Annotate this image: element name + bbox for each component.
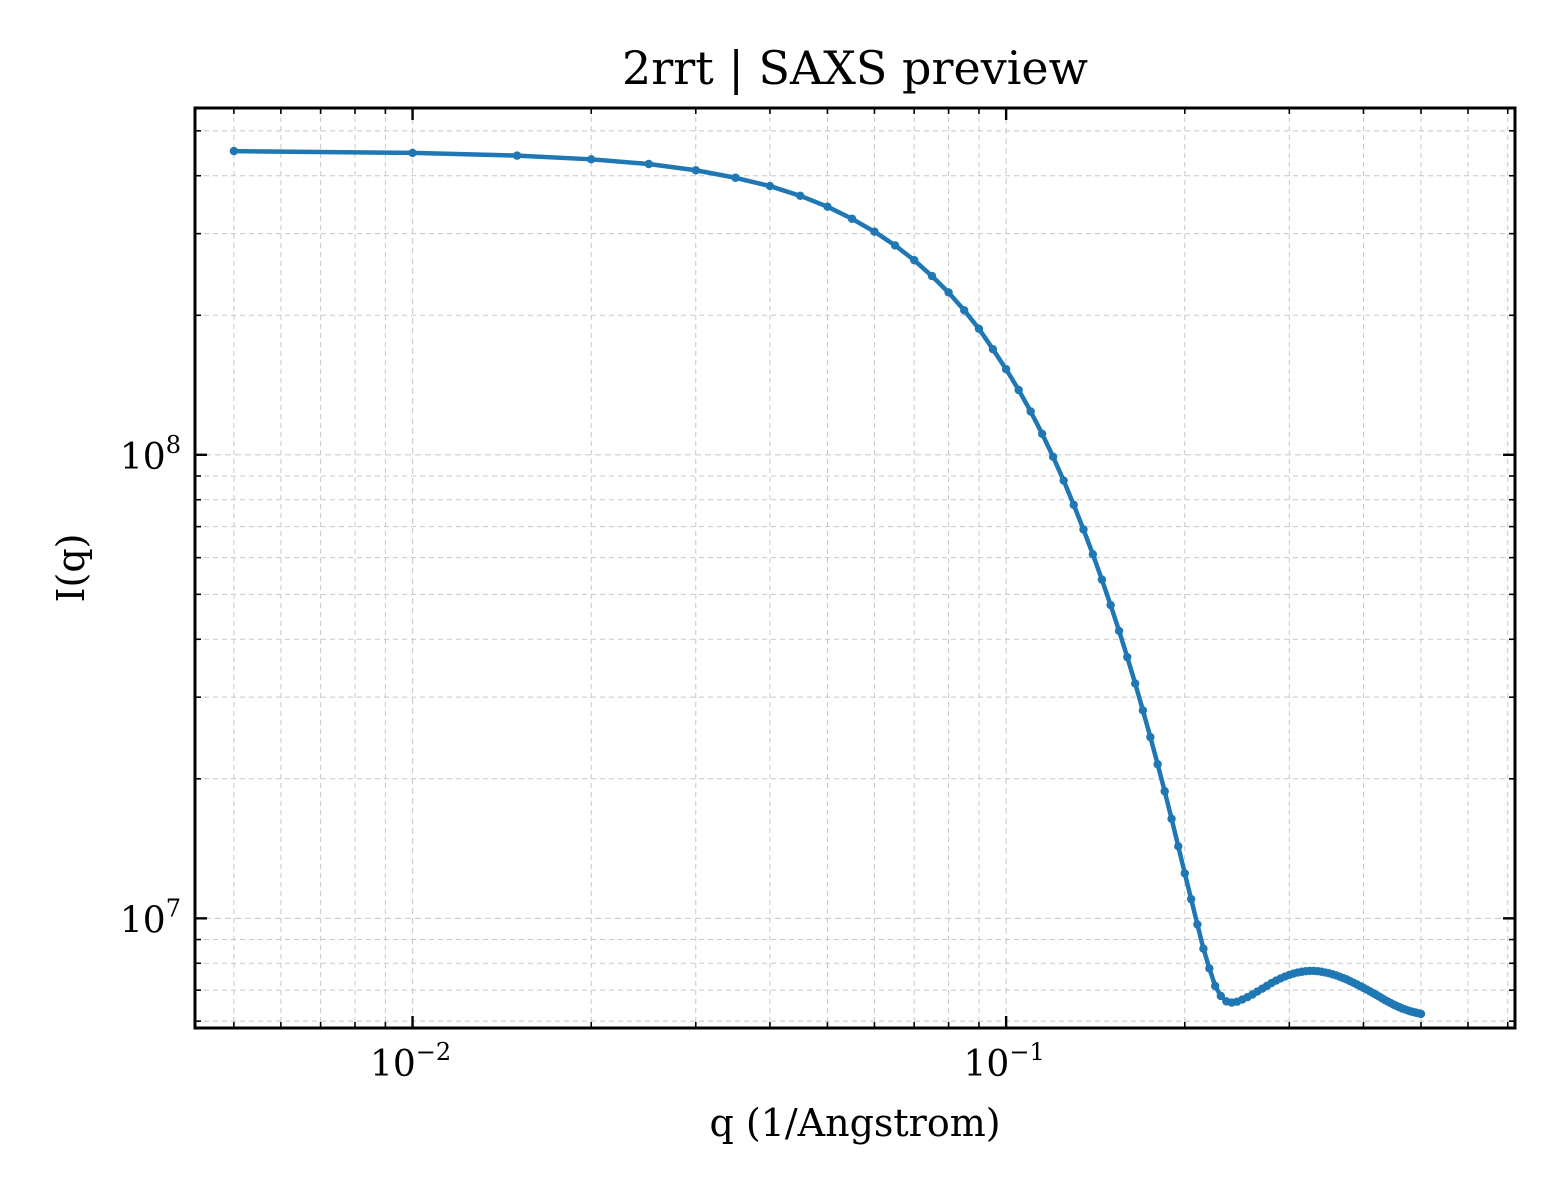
data-point [1186, 894, 1196, 904]
data-point [1216, 991, 1226, 1001]
data-point [229, 146, 239, 156]
data-point [988, 344, 998, 354]
data-point [1160, 787, 1169, 796]
data-point [1059, 476, 1068, 485]
data-point [1037, 429, 1047, 439]
data-point [870, 227, 879, 236]
data-point [408, 148, 417, 158]
data-point [1146, 732, 1155, 742]
data-point [691, 166, 700, 175]
data-point [909, 255, 919, 265]
y-tick-exponent: 8 [166, 431, 181, 459]
data-point [1180, 869, 1190, 878]
y-tick-base: 10 [120, 437, 166, 478]
data-point [1210, 981, 1220, 991]
data-point [1205, 964, 1214, 973]
data-point [765, 181, 775, 191]
x-tick-exponent: −1 [1009, 1038, 1044, 1066]
data-point [890, 241, 900, 250]
plot-frame [193, 106, 1517, 1030]
chart-title: 2rrt | SAXS preview [622, 41, 1088, 95]
data-point [644, 159, 653, 169]
data-point [1079, 525, 1088, 534]
data-point [512, 151, 522, 160]
x-ticks: 10−2 10−1 [370, 1038, 1045, 1085]
data-point [1114, 626, 1124, 636]
data-point [1001, 364, 1011, 374]
data-point [1048, 452, 1058, 462]
data-point [847, 214, 857, 223]
data-point [1193, 920, 1202, 929]
data-point [587, 155, 596, 164]
data-point [1416, 1009, 1426, 1019]
data-point [1088, 550, 1098, 559]
data-point [1026, 407, 1035, 416]
data-point [1174, 842, 1183, 851]
data-point [1153, 760, 1162, 769]
data-point [731, 173, 740, 182]
x-tick-label: 10−2 [370, 1038, 451, 1085]
data-point [1138, 706, 1148, 715]
data-point [944, 288, 953, 297]
data-point [974, 324, 984, 334]
data-point [1123, 652, 1132, 662]
y-tick-base: 10 [120, 900, 166, 941]
data-point [1131, 679, 1140, 688]
data-point [1199, 944, 1208, 953]
x-axis-label: q (1/Angstrom) [709, 1101, 1000, 1145]
y-tick-label: 107 [120, 894, 181, 941]
data-point [1167, 814, 1176, 823]
x-tick-label: 10−1 [964, 1038, 1045, 1085]
x-tick-base: 10 [964, 1044, 1010, 1085]
data-point [1069, 500, 1078, 510]
y-tick-label: 108 [120, 431, 181, 478]
data-point [927, 271, 937, 281]
data-point [1106, 600, 1115, 610]
x-tick-base: 10 [370, 1044, 416, 1085]
data-point [1097, 575, 1107, 584]
data-point [960, 306, 969, 315]
data-point [823, 202, 832, 211]
series [229, 146, 1426, 1019]
y-axis-label: I(q) [49, 534, 93, 603]
data-point [796, 191, 805, 201]
data-point [1014, 385, 1023, 395]
x-tick-exponent: −2 [416, 1038, 451, 1066]
y-tick-exponent: 7 [166, 894, 181, 922]
